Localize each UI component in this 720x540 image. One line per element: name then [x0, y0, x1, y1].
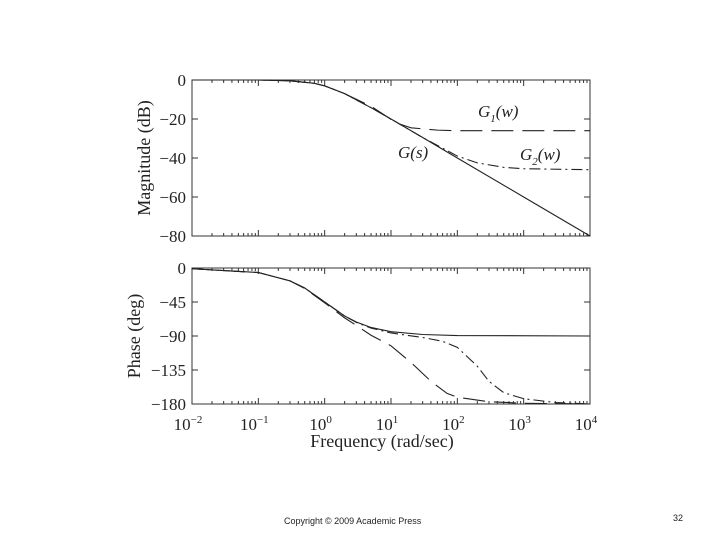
phase-ytick-label: −135	[151, 361, 186, 380]
phase-xtick-label: 101	[376, 414, 399, 434]
mag-ytick-label: 0	[178, 71, 187, 90]
phase-series-g1-w	[191, 268, 591, 405]
phase-series-g2-w	[191, 268, 591, 405]
phase-ytick-label: −90	[159, 327, 186, 346]
mag-series-g2-w	[192, 79, 591, 171]
phase-ytick-label: −180	[151, 395, 186, 414]
phase-ytick-label: −45	[159, 293, 186, 312]
copyright-notice: Copyright © 2009 Academic Press	[284, 516, 422, 526]
phase-ylabel: Phase (deg)	[124, 294, 145, 378]
mag-series-g1-w	[192, 79, 590, 132]
mag-ytick-label: −60	[159, 188, 186, 207]
mag-ylabel: Magnitude (dB)	[134, 100, 155, 215]
mag-ytick-label: −80	[159, 227, 186, 246]
phase-xtick-label: 103	[508, 414, 531, 434]
phase-series-g-s	[191, 268, 591, 337]
magnitude-annotation-2: G(s)	[398, 143, 429, 162]
phase-xtick-label: 102	[442, 414, 465, 434]
phase-xtick-label: 10−1	[240, 414, 269, 434]
phase-ytick-label: 0	[178, 259, 187, 278]
page-number: 32	[673, 513, 684, 523]
magnitude-annotation-3: G2(w)	[520, 145, 561, 168]
mag-ytick-label: −40	[159, 149, 186, 168]
phase-xtick-label: 104	[575, 414, 598, 434]
phase-xtick-label: 10−2	[174, 414, 203, 434]
magnitude-annotation-1: G1(w)	[478, 102, 519, 125]
mag-ytick-label: −20	[159, 110, 186, 129]
phase-xlabel: Frequency (rad/sec)	[310, 431, 453, 452]
